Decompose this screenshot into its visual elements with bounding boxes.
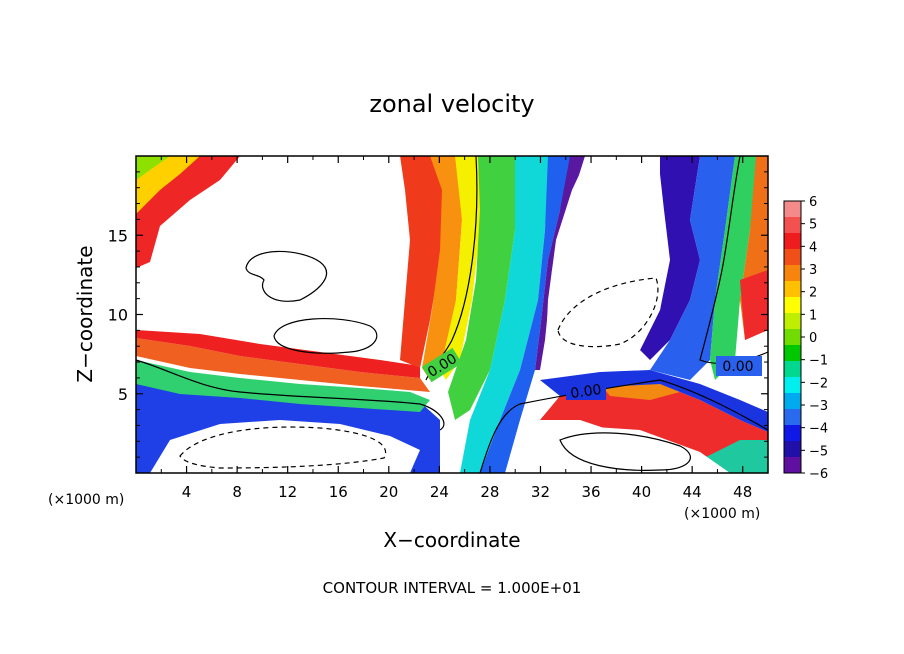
colorbar-swatch — [784, 217, 801, 234]
velocity-field — [136, 156, 768, 473]
colorbar: 6 5 4 3 2 1 0 −1 −2 −3 −4 −5 −6 — [783, 195, 828, 482]
field-white-upper-right — [545, 156, 670, 366]
field-low-level-red — [136, 330, 420, 378]
field-bottom-white-right — [520, 426, 730, 473]
contour-label: 0.00 — [569, 382, 602, 402]
field-right-red — [740, 270, 768, 340]
colorbar-label: 0 — [809, 331, 817, 346]
contour-loop-dashed-bottom-left — [179, 426, 387, 469]
field-right-green — [710, 156, 760, 380]
colorbar-swatch — [784, 281, 801, 298]
colorbar-label: 4 — [809, 240, 817, 255]
field-white-upper-left — [148, 156, 408, 340]
colorbar-swatch — [784, 377, 801, 394]
field-central-blue-column — [480, 156, 575, 473]
colorbar-label: −1 — [809, 354, 828, 369]
colorbar-label: 1 — [809, 308, 817, 323]
field-central-cyan-column — [460, 156, 550, 473]
colorbar-swatch — [784, 265, 801, 282]
contour-label-group: 0.00 0.00 0.00 — [421, 347, 762, 402]
field-central-orange-column — [422, 156, 462, 380]
colorbar-swatch — [784, 233, 801, 250]
contour-loop-mid-left — [273, 318, 378, 354]
x-tick-label: 48 — [733, 483, 752, 501]
colorbar-label: 6 — [809, 195, 817, 210]
field-bottom-white-left — [150, 420, 420, 473]
x-tick-label: 32 — [531, 483, 550, 501]
x-tick-label: 24 — [430, 483, 449, 501]
x-tick-label: 12 — [278, 483, 297, 501]
colorbar-swatch — [784, 249, 801, 266]
x-axis: 4 8 12 16 20 24 28 32 36 40 44 48 — [160, 156, 752, 501]
colorbar-swatch — [784, 297, 801, 314]
x-tick-label: 20 — [379, 483, 398, 501]
x-tick-label: 36 — [581, 483, 600, 501]
field-upper-left-yellow — [136, 156, 200, 214]
colorbar-label: −4 — [809, 422, 828, 437]
chart-title: zonal velocity — [369, 90, 534, 118]
field-lower-right-red — [540, 384, 768, 473]
y-axis-label: Z−coordinate — [73, 245, 97, 382]
colorbar-label: −2 — [809, 376, 828, 391]
x-tick-label: 8 — [232, 483, 242, 501]
y-axis: 5 10 15 — [108, 171, 768, 458]
colorbar-label: −6 — [809, 467, 828, 482]
colorbar-label: −5 — [809, 444, 828, 459]
x-tick-label: 28 — [480, 483, 499, 501]
colorbar-label: 2 — [809, 286, 817, 301]
field-central-yellow-column — [440, 156, 480, 380]
colorbar-label: −3 — [809, 399, 828, 414]
contour-interval-note: CONTOUR INTERVAL = 1.000E+01 — [323, 579, 582, 597]
y-tick-label: 15 — [108, 226, 128, 245]
field-right-blue — [650, 156, 735, 380]
field-central-green-column — [448, 156, 520, 420]
x-tick-label: 16 — [329, 483, 348, 501]
colorbar-label: 3 — [809, 263, 817, 278]
x-axis-label: X−coordinate — [383, 528, 520, 552]
colorbar-swatch — [784, 361, 801, 378]
x-tick-label: 40 — [632, 483, 651, 501]
field-central-red-column — [400, 156, 445, 368]
x-tick-label: 44 — [683, 483, 702, 501]
colorbar-swatch — [784, 441, 801, 458]
x-tick-label: 4 — [182, 483, 192, 501]
colorbar-swatch — [784, 409, 801, 426]
colorbar-swatch — [784, 329, 801, 346]
field-low-level-orange — [136, 338, 430, 392]
colorbar-swatch — [784, 393, 801, 410]
field-right-purple — [640, 156, 700, 360]
y-tick-label: 5 — [118, 385, 128, 404]
y-tick-label: 10 — [108, 306, 128, 325]
field-central-purple-edge — [535, 156, 585, 370]
colorbar-swatch — [784, 425, 801, 442]
field-upper-left-green — [136, 156, 170, 180]
contour-loop-bottom-right — [559, 432, 691, 471]
x-unit-left: (×1000 m) — [48, 492, 124, 508]
contour-loop-upper-left — [245, 250, 327, 302]
colorbar-label: 5 — [809, 218, 817, 233]
colorbar-swatch — [784, 457, 801, 474]
x-unit-right: (×1000 m) — [684, 506, 760, 522]
contour-label: 0.00 — [722, 359, 753, 375]
colorbar-swatch — [784, 313, 801, 330]
colorbar-swatch — [784, 345, 801, 362]
colorbar-swatch — [784, 201, 801, 218]
